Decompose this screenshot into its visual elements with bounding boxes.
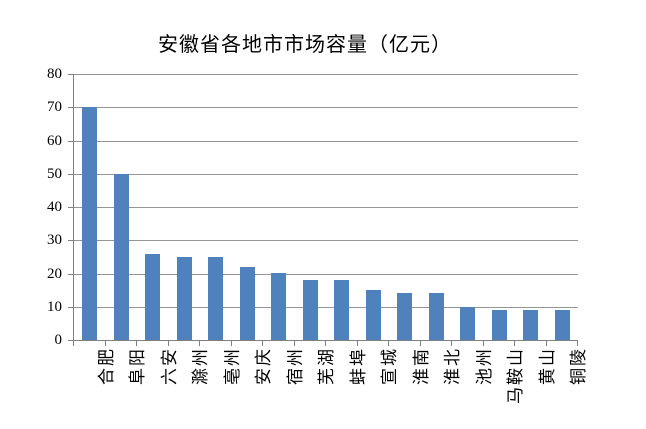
x-category-label: 亳州: [223, 347, 242, 385]
bar-亳州: [208, 257, 223, 340]
y-tick-label: 0: [54, 332, 63, 348]
gridline: [74, 240, 578, 241]
x-tick: [105, 341, 106, 346]
y-tick-label: 20: [47, 266, 62, 282]
y-tick: [68, 207, 73, 208]
plot-area: [73, 74, 578, 341]
bar-宿州: [271, 273, 286, 340]
y-tick: [68, 340, 73, 341]
x-tick: [357, 341, 358, 346]
chart-title: 安徽省各地市市场容量（亿元）: [158, 34, 452, 56]
x-category-label: 池州: [475, 347, 494, 385]
bar-合肥: [82, 107, 97, 340]
y-tick-label: 60: [47, 133, 62, 149]
bar-池州: [460, 307, 475, 340]
x-tick: [483, 341, 484, 346]
gridline: [74, 174, 578, 175]
gridline: [74, 307, 578, 308]
bar-芜湖: [303, 280, 318, 340]
gridline: [74, 141, 578, 142]
x-category-label: 阜阳: [128, 347, 147, 385]
x-tick: [514, 341, 515, 346]
x-tick: [73, 341, 74, 346]
y-tick: [68, 274, 73, 275]
x-tick: [388, 341, 389, 346]
bar-安庆: [240, 267, 255, 340]
y-tick-label: 70: [47, 99, 62, 115]
y-tick: [68, 74, 73, 75]
x-category-label: 芜湖: [317, 347, 336, 385]
x-category-label: 滁州: [191, 347, 210, 385]
y-tick: [68, 107, 73, 108]
x-tick: [262, 341, 263, 346]
x-tick: [168, 341, 169, 346]
y-tick-label: 30: [47, 232, 62, 248]
gridline: [74, 274, 578, 275]
bar-淮南: [397, 293, 412, 340]
x-category-label: 马鞍山: [506, 347, 525, 404]
bar-六安: [145, 254, 160, 340]
gridline: [74, 207, 578, 208]
bar-黄山: [523, 310, 538, 340]
bar-铜陵: [555, 310, 570, 340]
x-category-label: 安庆: [254, 347, 273, 385]
bar-淮北: [429, 293, 444, 340]
y-tick: [68, 141, 73, 142]
y-tick-label: 80: [47, 66, 62, 82]
y-tick: [68, 174, 73, 175]
x-tick: [546, 341, 547, 346]
x-tick: [136, 341, 137, 346]
bar-阜阳: [114, 174, 129, 340]
x-category-label: 宣城: [380, 347, 399, 385]
x-category-label: 铜陵: [569, 347, 588, 385]
x-tick: [231, 341, 232, 346]
x-category-label: 淮北: [443, 347, 462, 385]
bar-马鞍山: [492, 310, 507, 340]
y-tick: [68, 307, 73, 308]
y-tick: [68, 240, 73, 241]
x-category-label: 黄山: [538, 347, 557, 385]
gridline: [74, 107, 578, 108]
x-category-label: 宿州: [286, 347, 305, 385]
y-tick-label: 50: [47, 166, 62, 182]
x-tick: [199, 341, 200, 346]
x-category-label: 六安: [160, 347, 179, 385]
x-tick: [325, 341, 326, 346]
bar-宣城: [366, 290, 381, 340]
x-tick: [451, 341, 452, 346]
x-category-label: 淮南: [412, 347, 431, 385]
x-category-label: 蚌埠: [349, 347, 368, 385]
y-tick-label: 40: [47, 199, 62, 215]
bar-滁州: [177, 257, 192, 340]
x-category-label: 合肥: [97, 347, 116, 385]
bar-蚌埠: [334, 280, 349, 340]
y-tick-label: 10: [47, 299, 62, 315]
gridline: [74, 74, 578, 75]
x-tick: [577, 341, 578, 346]
x-tick: [420, 341, 421, 346]
x-tick: [294, 341, 295, 346]
